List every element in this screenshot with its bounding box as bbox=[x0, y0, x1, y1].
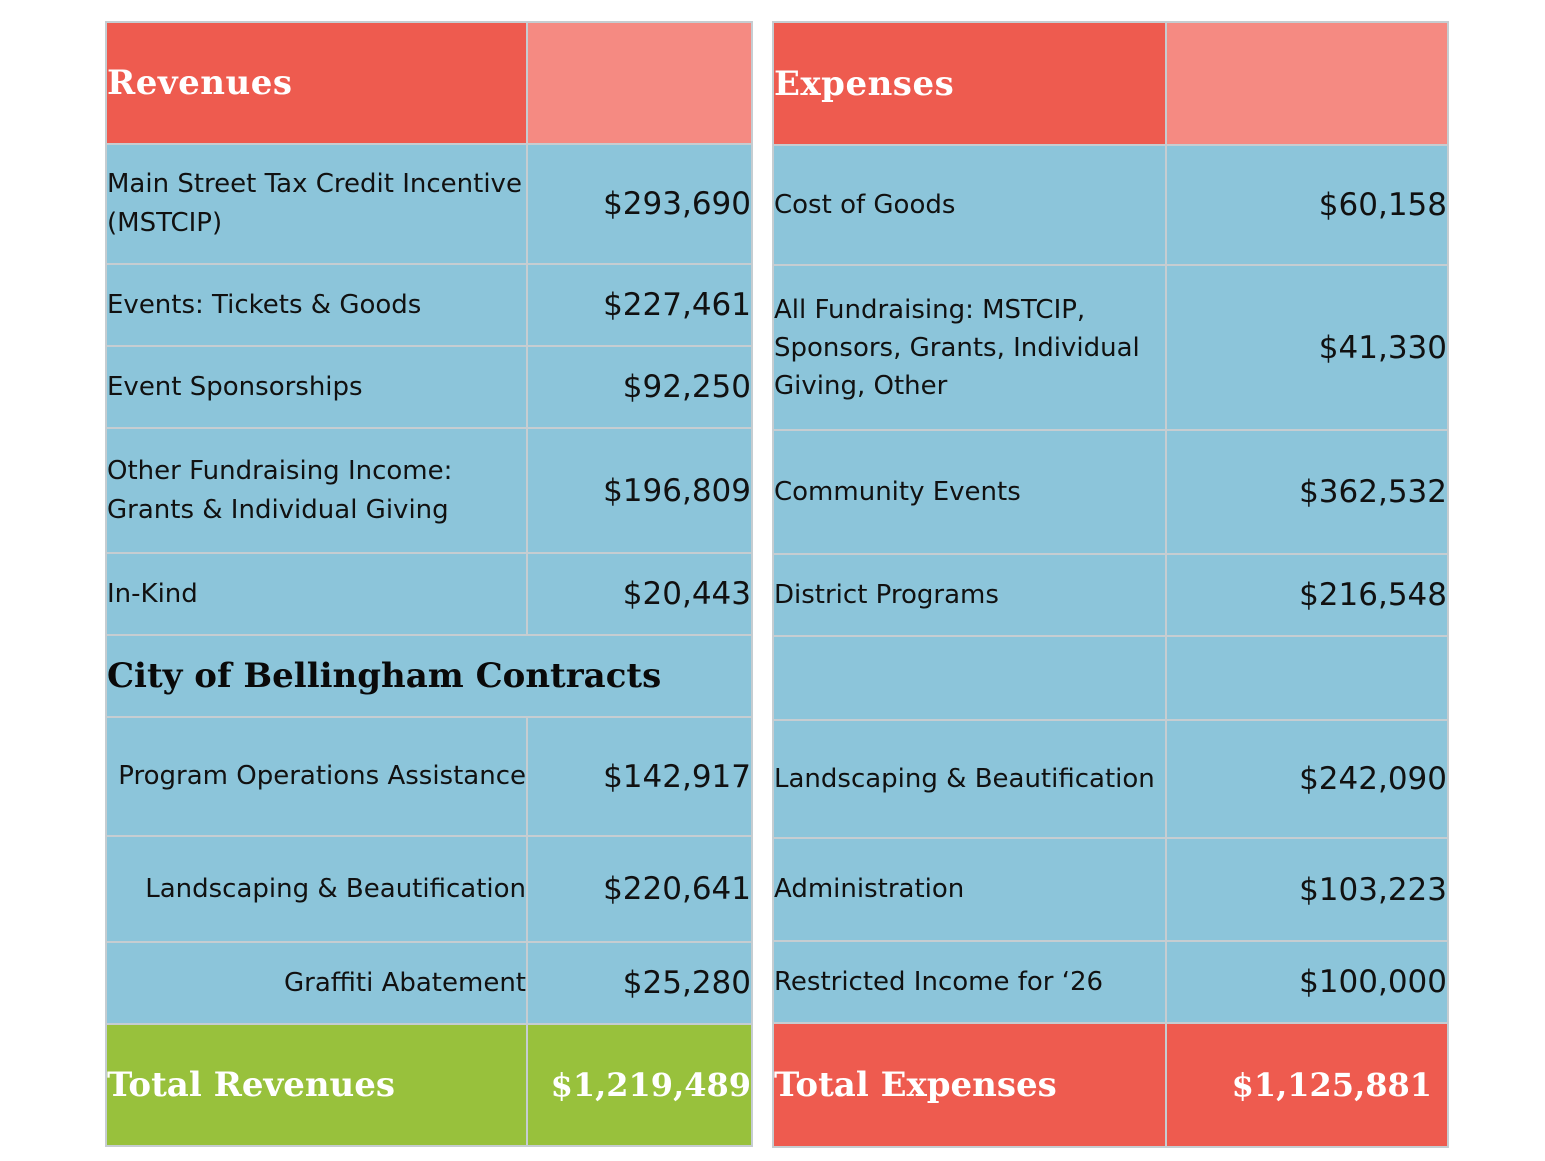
revenue-label-other-fundraising: Other Fundraising Income: Grants & Indiv… bbox=[105, 427, 528, 554]
expense-label-administration: Administration bbox=[772, 837, 1167, 942]
revenues-heading: Revenues bbox=[105, 21, 528, 145]
contract-amount-graffiti: $25,280 bbox=[526, 941, 753, 1025]
total-expenses-amount: $1,125,881 bbox=[1165, 1022, 1449, 1148]
expense-amount-district-programs: $216,548 bbox=[1165, 553, 1449, 637]
expense-amount-cost-of-goods: $60,158 bbox=[1165, 144, 1449, 266]
contract-amount-landscaping: $220,641 bbox=[526, 835, 753, 943]
expense-label-cost-of-goods: Cost of Goods bbox=[772, 144, 1167, 266]
expenses-heading: Expenses bbox=[772, 21, 1167, 146]
revenue-amount-other-fundraising: $196,809 bbox=[526, 427, 753, 554]
revenue-label-sponsorships: Event Sponsorships bbox=[105, 345, 528, 429]
expense-label-landscaping: Landscaping & Beautification bbox=[772, 719, 1167, 839]
expense-amount-landscaping: $242,090 bbox=[1165, 719, 1449, 839]
expense-amount-blank bbox=[1165, 635, 1449, 721]
revenue-amount-mstcip: $293,690 bbox=[526, 143, 753, 265]
contracts-subheading: City of Bellingham Contracts bbox=[105, 634, 753, 718]
expense-amount-fundraising: $41,330 bbox=[1165, 264, 1449, 431]
revenue-label-in-kind: In-Kind bbox=[105, 552, 528, 636]
total-revenues-label: Total Revenues bbox=[105, 1023, 528, 1147]
revenue-amount-in-kind: $20,443 bbox=[526, 552, 753, 636]
expense-amount-community-events: $362,532 bbox=[1165, 429, 1449, 555]
expense-label-fundraising: All Fundraising: MSTCIP, Sponsors, Grant… bbox=[772, 264, 1167, 431]
revenues-heading-blank bbox=[526, 21, 753, 145]
contract-label-graffiti: Graffiti Abatement bbox=[105, 941, 528, 1025]
revenue-amount-sponsorships: $92,250 bbox=[526, 345, 753, 429]
expense-label-district-programs: District Programs bbox=[772, 553, 1167, 637]
expenses-table: Expenses Cost of Goods $60,158 All Fundr… bbox=[772, 21, 1449, 1148]
expenses-heading-blank bbox=[1165, 21, 1449, 146]
expense-label-community-events: Community Events bbox=[772, 429, 1167, 555]
expense-amount-administration: $103,223 bbox=[1165, 837, 1449, 942]
revenue-label-mstcip: Main Street Tax Credit Incentive (MSTCIP… bbox=[105, 143, 528, 265]
expense-label-blank bbox=[772, 635, 1167, 721]
expense-amount-restricted-income: $100,000 bbox=[1165, 940, 1449, 1024]
revenue-label-events: Events: Tickets & Goods bbox=[105, 263, 528, 347]
revenue-amount-events: $227,461 bbox=[526, 263, 753, 347]
contract-label-program-operations: Program Operations Assistance bbox=[105, 716, 528, 837]
expense-label-restricted-income: Restricted Income for ‘26 bbox=[772, 940, 1167, 1024]
total-revenues-amount: $1,219,489 bbox=[526, 1023, 753, 1147]
contract-label-landscaping: Landscaping & Beautification bbox=[105, 835, 528, 943]
total-expenses-label: Total Expenses bbox=[772, 1022, 1167, 1148]
revenues-table: Revenues Main Street Tax Credit Incentiv… bbox=[105, 21, 753, 1147]
contract-amount-program-operations: $142,917 bbox=[526, 716, 753, 837]
